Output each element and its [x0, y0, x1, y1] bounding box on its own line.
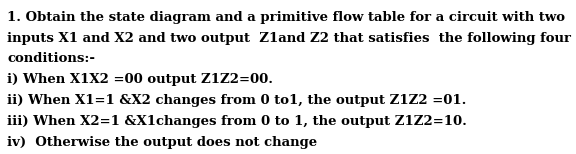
- Text: i) When X1X2 =00 output Z1Z2=00.: i) When X1X2 =00 output Z1Z2=00.: [7, 73, 274, 86]
- Text: iii) When X2=1 &X1changes from 0 to 1, the output Z1Z2=10.: iii) When X2=1 &X1changes from 0 to 1, t…: [7, 115, 467, 128]
- Text: iv)  Otherwise the output does not change: iv) Otherwise the output does not change: [7, 136, 317, 148]
- Text: conditions:-: conditions:-: [7, 52, 96, 65]
- Text: ii) When X1=1 &X2 changes from 0 to1, the output Z1Z2 =01.: ii) When X1=1 &X2 changes from 0 to1, th…: [7, 94, 467, 107]
- Text: 1. Obtain the state diagram and a primitive flow table for a circuit with two: 1. Obtain the state diagram and a primit…: [7, 11, 566, 24]
- Text: inputs X1 and X2 and two output  Z1and Z2 that satisfies  the following four: inputs X1 and X2 and two output Z1and Z2…: [7, 32, 571, 45]
